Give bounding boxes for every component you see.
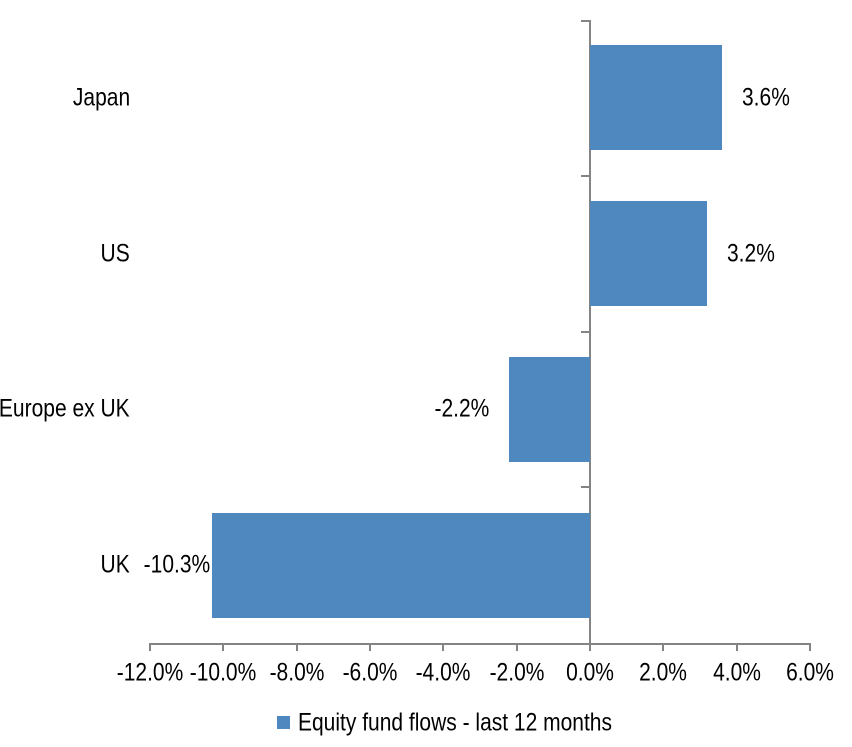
x-axis-tick-label: -12.0% [116, 658, 184, 687]
legend-marker [277, 716, 290, 729]
bar-us [590, 201, 708, 307]
x-axis-tick [149, 643, 151, 651]
category-label-uk: UK [100, 550, 130, 579]
category-label-japan: Japan [72, 83, 130, 112]
data-label-uk: -10.3% [143, 550, 211, 579]
x-axis-tick [442, 643, 445, 651]
x-axis-tick-label: -6.0% [342, 658, 398, 687]
zero-axis-line [589, 20, 591, 651]
x-axis-line [149, 643, 811, 645]
category-axis-tick [581, 174, 589, 177]
category-axis-tick [581, 486, 589, 489]
category-axis-tick [581, 330, 589, 333]
bar-uk [212, 512, 590, 618]
data-label-europe-ex-uk: -2.2% [434, 395, 490, 423]
x-axis-tick [735, 643, 738, 651]
x-axis-tick-label: -2.0% [489, 658, 545, 687]
data-label-japan: 3.6% [742, 83, 790, 112]
category-label-us: US [100, 239, 130, 268]
bar-japan [590, 45, 722, 151]
x-axis-tick [369, 643, 371, 651]
x-axis-tick-label: 0.0% [566, 658, 614, 687]
x-axis-tick [515, 643, 518, 651]
x-axis-tick-label: -4.0% [415, 658, 471, 687]
x-axis-tick [222, 643, 225, 651]
x-axis-tick [589, 643, 591, 651]
data-label-us: 3.2% [727, 239, 776, 268]
bar-europe-ex-uk [509, 356, 590, 462]
x-axis-tick-label: -8.0% [269, 658, 325, 687]
x-axis-tick-label: -10.0% [190, 658, 257, 687]
x-axis-tick-label: 6.0% [786, 658, 834, 687]
x-axis-tick [809, 643, 811, 651]
category-label-europe-ex-uk: Europe ex UK [0, 395, 130, 423]
x-axis-tick-label: 4.0% [712, 658, 761, 687]
legend-label: Equity fund flows - last 12 months [298, 708, 612, 737]
x-axis-tick [662, 643, 665, 651]
x-axis-tick [295, 643, 298, 651]
x-axis-tick-label: 2.0% [639, 658, 688, 687]
category-axis-tick [581, 20, 589, 22]
